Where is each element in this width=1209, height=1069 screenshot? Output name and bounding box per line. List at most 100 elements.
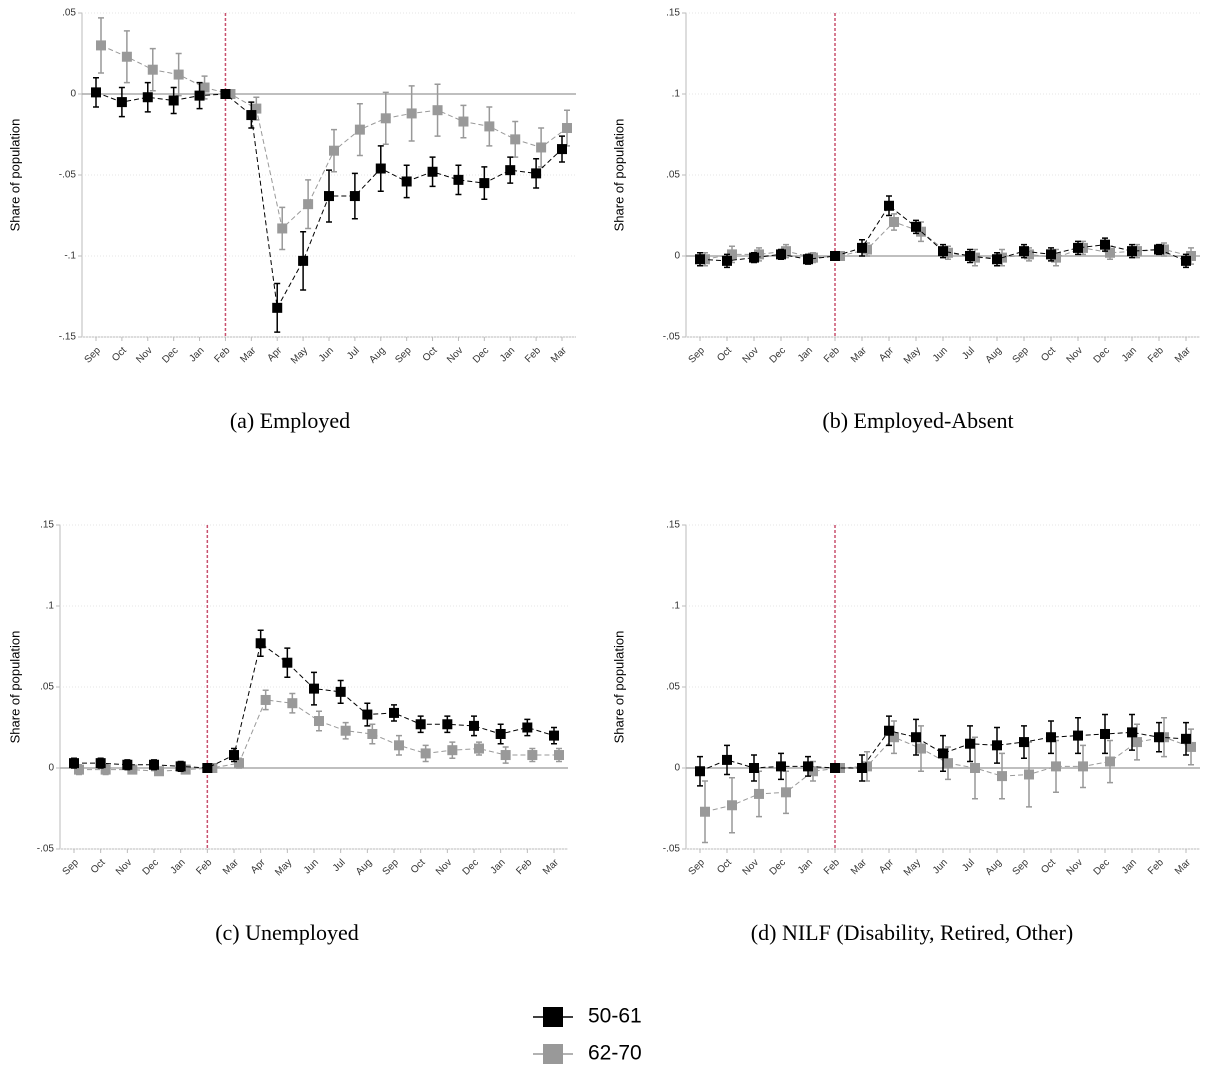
y-tick-label: -.05 — [37, 844, 55, 855]
marker — [194, 90, 205, 101]
marker — [500, 750, 511, 761]
x-tick-label: Mar — [549, 345, 569, 365]
marker — [401, 176, 412, 187]
marker — [884, 200, 894, 211]
marker — [965, 738, 975, 749]
marker — [1105, 756, 1115, 767]
marker — [781, 787, 791, 798]
marker — [536, 142, 547, 153]
x-tick-label: Jul — [345, 345, 362, 362]
marker — [175, 761, 186, 772]
marker — [100, 764, 111, 775]
marker — [199, 82, 210, 93]
x-tick-label: Jan — [796, 345, 815, 364]
x-tick-label: Nov — [741, 345, 761, 365]
marker — [1127, 246, 1137, 257]
panel: -.15 -.1 -.05 0 .05 Share of population Sep Oct… — [7, 8, 576, 433]
x-tick-label: Dec — [1092, 857, 1112, 877]
marker — [469, 720, 479, 731]
marker — [1024, 769, 1034, 780]
x-tick-label: Aug — [984, 857, 1004, 877]
marker — [722, 255, 732, 266]
marker — [282, 657, 293, 668]
y-tick-label: -.15 — [59, 332, 77, 343]
marker — [911, 221, 921, 232]
x-tick-label: Jan — [187, 345, 206, 364]
x-tick-label: Nov — [741, 857, 761, 877]
marker — [220, 89, 231, 99]
marker — [1154, 732, 1164, 743]
marker — [309, 683, 319, 694]
marker — [531, 168, 542, 179]
x-tick-label: Dec — [1092, 345, 1112, 365]
marker — [394, 740, 404, 751]
x-tick-label: Oct — [715, 857, 734, 876]
marker — [562, 123, 572, 134]
marker — [246, 110, 257, 121]
marker — [857, 242, 867, 253]
x-tick-label: Mar — [221, 857, 241, 877]
y-tick-label: 0 — [48, 763, 54, 774]
marker — [277, 223, 288, 234]
x-tick-label: Dec — [141, 857, 161, 877]
x-tick-label: Oct — [89, 857, 108, 876]
marker — [970, 763, 980, 773]
x-tick-label: Feb — [212, 345, 232, 365]
y-tick-label: .1 — [46, 601, 55, 612]
x-tick-label: Oct — [409, 857, 428, 876]
y-tick-label: .05 — [666, 682, 680, 693]
marker — [992, 740, 1002, 751]
x-tick-label: Jul — [960, 857, 977, 874]
x-tick-label: Apr — [249, 857, 268, 876]
marker — [149, 759, 159, 770]
y-tick-label: 0 — [674, 763, 680, 774]
marker — [803, 254, 813, 265]
marker — [830, 763, 840, 773]
marker — [992, 254, 1002, 265]
x-tick-label: Feb — [822, 345, 842, 365]
marker — [776, 249, 786, 260]
x-tick-label: Jan — [488, 857, 507, 876]
x-tick-label: Jul — [960, 345, 977, 362]
marker — [1181, 733, 1191, 744]
marker — [549, 730, 559, 741]
marker — [380, 113, 391, 124]
legend-marker — [543, 1044, 563, 1064]
marker — [458, 116, 469, 127]
marker — [168, 95, 179, 106]
y-tick-label: 0 — [70, 89, 76, 100]
marker — [884, 725, 894, 736]
marker — [695, 254, 705, 265]
marker — [505, 165, 516, 176]
caption: (b) Employed-Absent — [822, 408, 1013, 433]
marker — [965, 251, 975, 261]
marker — [522, 722, 533, 733]
marker — [95, 758, 106, 769]
marker — [234, 758, 244, 769]
x-tick-label: Oct — [421, 345, 440, 364]
marker — [1019, 246, 1029, 257]
x-tick-label: Mar — [1173, 345, 1193, 365]
marker — [91, 87, 101, 98]
x-tick-label: Feb — [194, 857, 214, 877]
x-tick-label: Nov — [434, 857, 454, 877]
marker — [74, 764, 84, 775]
x-tick-label: Jan — [1120, 857, 1139, 876]
x-tick-label: Mar — [849, 345, 869, 365]
marker — [484, 121, 495, 132]
marker — [314, 716, 324, 727]
marker — [142, 92, 153, 103]
marker — [329, 145, 339, 156]
marker — [700, 806, 710, 817]
x-tick-label: Feb — [1146, 857, 1166, 877]
marker — [362, 709, 373, 720]
legend-label: 62-70 — [588, 1042, 642, 1065]
marker — [510, 134, 521, 145]
y-tick-label: 0 — [674, 251, 680, 262]
marker — [349, 191, 360, 202]
x-tick-label: Jun — [302, 857, 321, 876]
legend-marker — [543, 1007, 563, 1027]
marker — [154, 766, 164, 777]
x-tick-label: Apr — [877, 857, 896, 876]
